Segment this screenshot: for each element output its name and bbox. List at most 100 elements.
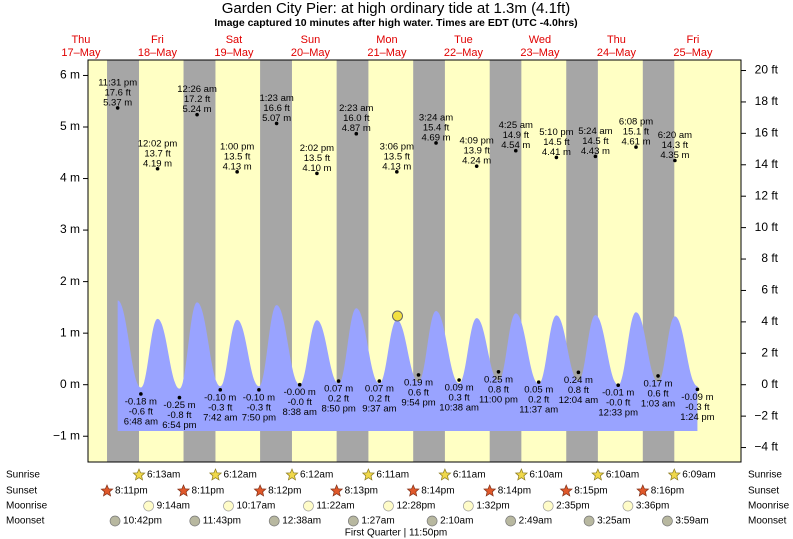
tide-point	[315, 171, 319, 176]
tide-label: 13.5 ft	[224, 151, 251, 162]
day-date: 20–May	[291, 47, 331, 59]
y-tick-label: 1 m	[60, 325, 80, 339]
tide-label: 0.8 ft	[488, 384, 509, 395]
tide-curve	[117, 300, 698, 431]
tide-label: 0.07 m	[324, 384, 353, 395]
tide-label: 6:54 pm	[162, 420, 196, 431]
tide-label: 0.3 ft	[449, 393, 470, 404]
day-weekday: Fri	[151, 34, 164, 46]
y2-tick-label: 12 ft	[755, 188, 779, 202]
moon-phase: First Quarter | 11:50pm	[345, 528, 447, 539]
sunset-icon	[483, 484, 497, 497]
tide-point	[115, 106, 120, 110]
tide-label: -0.00 m	[284, 387, 316, 398]
tide-label: 4.43 m	[581, 146, 610, 157]
moonset-time: 2:49am	[519, 516, 552, 527]
tide-point	[416, 373, 421, 377]
moonrise-icon	[622, 500, 634, 512]
moonrise-time: 9:14am	[157, 501, 190, 512]
y-tick-label: 5 m	[60, 119, 80, 133]
moonrise-time: 10:17am	[236, 501, 275, 512]
tide-label: 0.25 m	[484, 374, 513, 385]
sunset-time: 8:15pm	[574, 486, 607, 497]
tide-label: 17.6 ft	[104, 87, 131, 98]
tide-label: 0.6 ft	[408, 387, 429, 398]
y2-tick-label: 6 ft	[761, 283, 778, 297]
current-tide-marker	[392, 310, 403, 322]
chart-subtitle: Image captured 10 minutes after high wat…	[214, 17, 577, 29]
y2-tick-label: 16 ft	[755, 126, 779, 140]
moonset-icon	[426, 515, 438, 527]
moonrise-icon	[542, 500, 554, 512]
day-weekday: Thu	[607, 34, 626, 46]
tide-label: -0.3 ft	[247, 402, 272, 413]
tide-label: 4.69 m	[422, 132, 451, 143]
tide-label: 13.9 ft	[463, 146, 490, 157]
moonrise-icon	[462, 500, 474, 512]
y-tick-label: 0 m	[60, 377, 80, 391]
moonset-icon	[189, 515, 201, 527]
moonset-icon	[505, 515, 517, 527]
moonrise-time: 3:36pm	[636, 501, 669, 512]
moonset-icon	[347, 515, 359, 527]
y-tick-label: −1 m	[53, 428, 80, 442]
moonrise-time: 1:32pm	[476, 501, 509, 512]
moonset-time: 12:38am	[282, 516, 321, 527]
tide-label: 5:24 am	[578, 126, 612, 137]
tide-label: 12:02 pm	[138, 138, 178, 149]
y2-tick-label: −4 ft	[754, 440, 778, 454]
y2-tick-label: 8 ft	[761, 251, 778, 265]
day-date: 24–May	[597, 47, 637, 59]
tide-label: 5:10 pm	[539, 127, 573, 138]
tide-label: 15.1 ft	[623, 127, 650, 138]
day-weekday: Tue	[454, 34, 473, 46]
moonrise-icon	[223, 500, 234, 512]
y-tick-label: 2 m	[60, 274, 80, 288]
tide-label: 16.6 ft	[263, 103, 290, 114]
sunset-time: 8:11pm	[192, 486, 225, 497]
moonrise-icon	[303, 500, 314, 512]
day-date: 17–May	[61, 47, 101, 59]
tide-label: 0.07 m	[365, 384, 394, 395]
tide-point	[554, 155, 559, 160]
tide-label: 0.09 m	[445, 383, 474, 394]
day-weekday: Thu	[71, 34, 90, 46]
tide-point	[218, 388, 223, 392]
sunset-time: 8:13pm	[345, 486, 378, 497]
tide-label: 1:24 pm	[680, 412, 714, 423]
tide-label: 0.6 ft	[647, 388, 668, 399]
tide-label: 14.3 ft	[662, 140, 689, 151]
row-label: Moonrise	[748, 501, 790, 512]
y2-tick-label: 2 ft	[761, 345, 778, 359]
tide-layer	[117, 300, 698, 431]
tide-label: -0.09 m	[681, 392, 713, 403]
sunset-icon	[406, 484, 420, 497]
tide-label: 11:00 pm	[479, 394, 518, 405]
sunset-icon	[253, 484, 267, 497]
tide-point	[536, 380, 541, 384]
tide-label: 17.2 ft	[184, 94, 211, 105]
sunset-time: 8:11pm	[115, 486, 148, 497]
tide-label: 5.07 m	[262, 113, 291, 124]
tide-label: 0.05 m	[524, 385, 553, 396]
moonset-time: 2:10am	[440, 516, 473, 527]
tide-label: 11:37 am	[519, 405, 558, 416]
tide-label: 0.19 m	[404, 377, 433, 388]
tide-label: 4.87 m	[342, 123, 371, 134]
y2-tick-label: 0 ft	[761, 377, 778, 391]
axes: Thu17–MayFri18–MaySat19–MaySun20–MayMon2…	[53, 34, 779, 454]
tide-label: 13.7 ft	[144, 148, 171, 159]
day-weekday: Mon	[376, 34, 397, 46]
y-tick-label: 4 m	[60, 171, 80, 185]
sunrise-icon	[591, 468, 605, 481]
tide-label: 0.2 ft	[328, 394, 349, 405]
sunrise-time: 6:10am	[529, 470, 562, 481]
moonset-icon	[109, 515, 121, 527]
moonrise-time: 12:28pm	[396, 501, 435, 512]
tide-label: 2:23 am	[339, 103, 373, 114]
tide-label: 9:54 pm	[401, 397, 435, 408]
tide-point	[235, 170, 239, 174]
day-date: 25–May	[673, 47, 713, 59]
